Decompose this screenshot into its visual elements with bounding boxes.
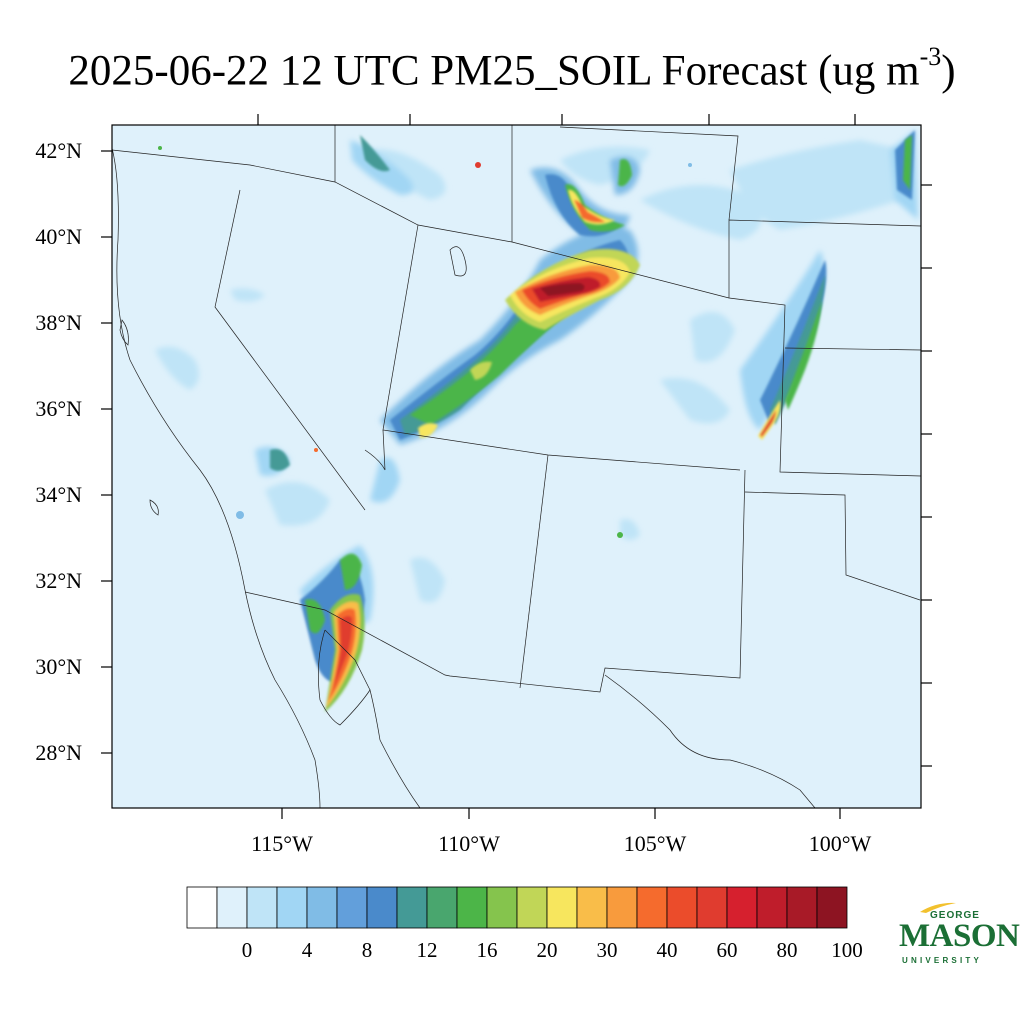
lat-label-28: 28°N — [35, 740, 82, 765]
colorbar-swatch — [456, 886, 488, 929]
title-close: ) — [941, 47, 956, 95]
colorbar-swatch — [366, 886, 398, 929]
colorbar-swatch — [276, 886, 308, 929]
lat-label-32: 32°N — [35, 568, 82, 593]
lon-label-110w: 110°W — [438, 831, 500, 856]
colorbar-swatch — [246, 886, 278, 929]
colorbar-swatch — [726, 886, 758, 929]
lat-label-30: 30°N — [35, 654, 82, 679]
colorbar-swatch — [186, 886, 218, 929]
lon-label-115w: 115°W — [251, 831, 313, 856]
colorbar-swatch — [606, 886, 638, 929]
colorbar-swatch — [216, 886, 248, 929]
title-unit-exponent: -3 — [919, 42, 942, 71]
logo-george-text: GEORGE — [930, 910, 980, 921]
colorbar-label: 16 — [476, 938, 498, 962]
lat-label-42: 42°N — [35, 138, 82, 163]
colorbar-swatch — [546, 886, 578, 929]
logo-swoosh-icon — [920, 902, 956, 913]
logo-mason-text: MASON — [899, 918, 1020, 954]
colorbar-label: 0 — [241, 938, 253, 962]
map-title: 2025-06-22 12 UTC PM25_SOIL Forecast (ug… — [0, 34, 1024, 98]
colorbar-swatch — [336, 886, 368, 929]
colorbar — [186, 886, 848, 929]
colorbar-label: 80 — [776, 938, 798, 962]
colorbar-swatch — [576, 886, 608, 929]
colorbar-swatch — [396, 886, 428, 929]
colorbar-label: 20 — [536, 938, 558, 962]
colorbar-swatch — [666, 886, 698, 929]
lon-label-105w: 105°W — [623, 831, 687, 856]
colorbar-swatch — [786, 886, 818, 929]
concentration-field — [155, 130, 918, 712]
colorbar-label: 30 — [596, 938, 618, 962]
boundaries — [112, 125, 921, 808]
colorbar-label: 40 — [656, 938, 678, 962]
map-frame — [111, 124, 922, 809]
colorbar-swatch — [816, 886, 848, 929]
colorbar-label: 100 — [831, 938, 863, 962]
colorbar-swatch — [426, 886, 458, 929]
title-text: 2025-06-22 12 UTC PM25_SOIL Forecast (ug… — [68, 47, 920, 95]
colorbar-swatch — [636, 886, 668, 929]
colorbar-label: 60 — [716, 938, 738, 962]
map-background — [112, 125, 921, 808]
logo-university-text: UNIVERSITY — [902, 956, 983, 965]
colorbar-swatch — [696, 886, 728, 929]
lat-label-38: 38°N — [35, 310, 82, 335]
colorbar-swatch — [516, 886, 548, 929]
colorbar-swatch — [306, 886, 338, 929]
lat-label-34: 34°N — [35, 482, 82, 507]
lon-label-100w: 100°W — [808, 831, 872, 856]
lat-label-40: 40°N — [35, 224, 82, 249]
colorbar-label: 8 — [361, 938, 373, 962]
colorbar-label: 12 — [416, 938, 438, 962]
map-ticks — [101, 114, 932, 819]
colorbar-swatch — [486, 886, 518, 929]
gmu-logo: GEORGE MASON UNIVERSITY — [896, 900, 1020, 970]
colorbar-swatch — [756, 886, 788, 929]
lat-label-36: 36°N — [35, 396, 82, 421]
colorbar-label: 4 — [301, 938, 313, 962]
